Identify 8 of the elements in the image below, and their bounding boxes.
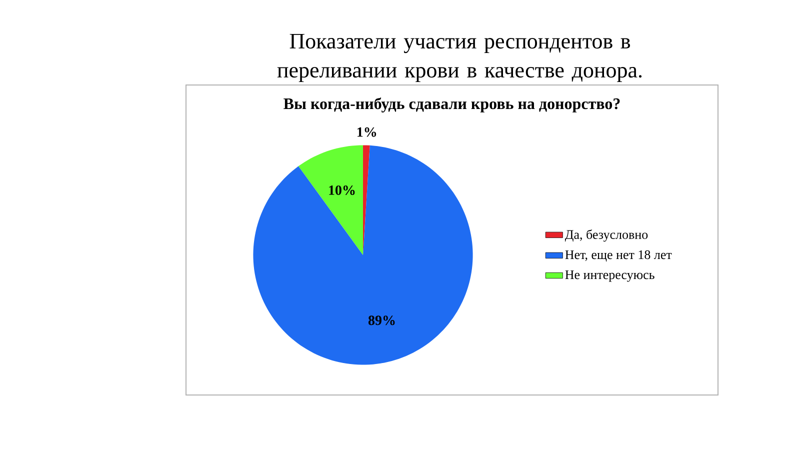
legend-label: Да, безусловно	[564, 230, 648, 242]
legend-label: Не интересуюсь	[565, 270, 654, 282]
data-label: 10%	[329, 185, 355, 195]
legend-label: Нет, еще нет 18 лет	[565, 250, 672, 262]
chart-title: Показатели участия респондентов в переливании крови в качестве донора.	[277, 34, 642, 82]
chart-subtitle: Вы когда-нибудь сдавали кровь на донорство?	[284, 98, 620, 112]
data-label: 1%	[358, 127, 376, 137]
data-label: 89%	[368, 316, 395, 326]
